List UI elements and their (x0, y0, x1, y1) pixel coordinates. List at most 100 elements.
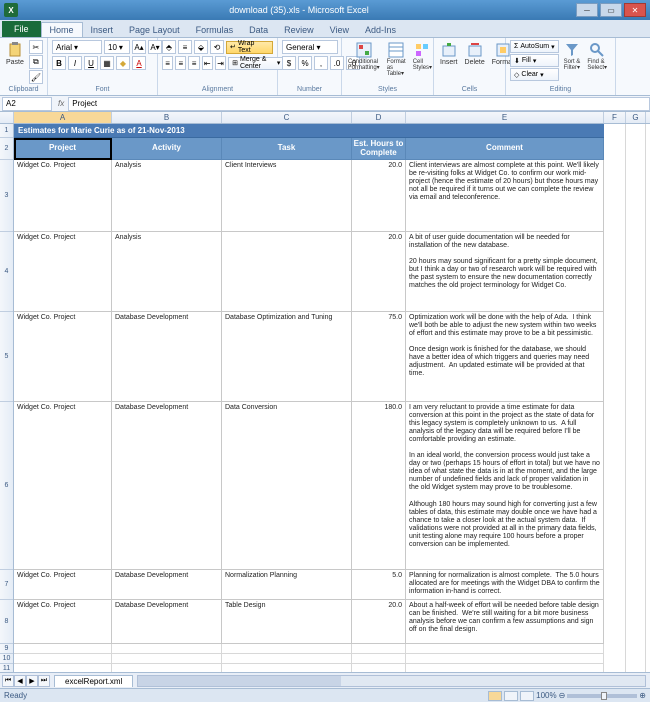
table-cell[interactable]: Widget Co. Project (14, 160, 112, 232)
table-cell[interactable]: Client Interviews (222, 160, 352, 232)
currency-button[interactable]: $ (282, 56, 296, 70)
normal-view-button[interactable] (488, 691, 502, 701)
col-header-d[interactable]: D (352, 112, 406, 123)
table-row[interactable]: Widget Co. ProjectDatabase DevelopmentDa… (14, 312, 604, 402)
col-header-c[interactable]: C (222, 112, 352, 123)
format-as-table-button[interactable]: Formatas Table▾ (385, 40, 408, 79)
tab-home[interactable]: Home (41, 22, 83, 37)
cut-button[interactable]: ✂ (29, 40, 43, 54)
col-header-g[interactable]: G (626, 112, 646, 123)
table-row[interactable]: Widget Co. ProjectAnalysis 20.0A bit of u… (14, 232, 604, 312)
cell-styles-button[interactable]: CellStyles▾ (411, 40, 434, 73)
row-header[interactable]: 5 (0, 312, 13, 402)
sort-filter-button[interactable]: Sort &Filter▾ (562, 40, 583, 73)
table-cell[interactable]: Database Optimization and Tuning (222, 312, 352, 402)
col-header-a[interactable]: A (14, 112, 112, 123)
font-color-button[interactable]: A (132, 56, 146, 70)
table-cell[interactable]: 5.0 (352, 570, 406, 600)
table-cell[interactable]: 20.0 (352, 232, 406, 312)
table-cell[interactable]: 20.0 (352, 600, 406, 644)
table-cell[interactable]: Client interviews are almost complete at… (406, 160, 604, 232)
align-middle-button[interactable]: ≡ (178, 40, 192, 54)
table-cell[interactable]: Database Development (112, 570, 222, 600)
font-size-dropdown[interactable]: 10▾ (104, 40, 130, 54)
table-cell[interactable]: 20.0 (352, 160, 406, 232)
table-cell[interactable]: Optimization work will be done with the … (406, 312, 604, 402)
tab-view[interactable]: View (322, 23, 357, 37)
fill-color-button[interactable]: ◆ (116, 56, 130, 70)
conditional-formatting-button[interactable]: ConditionalFormatting▾ (346, 40, 382, 73)
empty-row[interactable] (14, 654, 604, 664)
table-cell[interactable]: Data Conversion (222, 402, 352, 570)
clear-button[interactable]: ◇ Clear ▾ (510, 68, 559, 81)
tab-nav-first[interactable]: ⏮ (2, 675, 14, 687)
minimize-button[interactable]: ─ (576, 3, 598, 17)
table-cell[interactable]: Analysis (112, 160, 222, 232)
find-select-button[interactable]: Find &Select▾ (585, 40, 609, 73)
font-name-dropdown[interactable]: Arial▾ (52, 40, 102, 54)
table-cell[interactable]: 180.0 (352, 402, 406, 570)
row-header[interactable]: 3 (0, 160, 13, 232)
zoom-slider[interactable] (567, 694, 637, 698)
align-left-button[interactable]: ≡ (162, 56, 173, 70)
table-cell[interactable]: 75.0 (352, 312, 406, 402)
percent-button[interactable]: % (298, 56, 312, 70)
sheet-tab[interactable]: excelReport.xml (54, 675, 133, 687)
tab-page-layout[interactable]: Page Layout (121, 23, 188, 37)
empty-row[interactable] (14, 644, 604, 654)
align-top-button[interactable]: ⬘ (162, 40, 176, 54)
table-cell[interactable]: Widget Co. Project (14, 312, 112, 402)
formula-input[interactable]: Project (68, 97, 650, 111)
row-header[interactable]: 6 (0, 402, 13, 570)
row-header[interactable]: 9 (0, 644, 13, 654)
table-cell[interactable]: Database Development (112, 600, 222, 644)
table-cell[interactable]: Widget Co. Project (14, 570, 112, 600)
number-format-dropdown[interactable]: General▾ (282, 40, 338, 54)
horizontal-scrollbar[interactable] (137, 675, 646, 687)
table-cell[interactable]: Analysis (112, 232, 222, 312)
table-row[interactable]: Widget Co. ProjectAnalysisClient Intervi… (14, 160, 604, 232)
table-row[interactable]: Widget Co. ProjectDatabase DevelopmentNo… (14, 570, 604, 600)
table-cell[interactable] (222, 232, 352, 312)
table-cell[interactable]: Widget Co. Project (14, 232, 112, 312)
row-header[interactable]: 10 (0, 654, 13, 664)
row-header[interactable]: 7 (0, 570, 13, 600)
row-header[interactable]: 8 (0, 600, 13, 644)
tab-data[interactable]: Data (241, 23, 276, 37)
empty-row[interactable] (14, 664, 604, 672)
align-right-button[interactable]: ≡ (188, 56, 199, 70)
row-header[interactable]: 2 (0, 138, 13, 160)
autosum-button[interactable]: Σ AutoSum ▾ (510, 40, 559, 53)
tab-nav-next[interactable]: ▶ (26, 675, 38, 687)
col-header-f[interactable]: F (604, 112, 626, 123)
tab-addins[interactable]: Add-Ins (357, 23, 404, 37)
merge-center-button[interactable]: ⊞ Merge & Center ▾ (228, 57, 284, 70)
table-cell[interactable]: I am very reluctant to provide a time es… (406, 402, 604, 570)
row-header[interactable]: 11 (0, 664, 13, 672)
page-layout-view-button[interactable] (504, 691, 518, 701)
tab-nav-prev[interactable]: ◀ (14, 675, 26, 687)
tab-nav-last[interactable]: ⏭ (38, 675, 50, 687)
format-painter-button[interactable]: 🖌 (29, 70, 43, 84)
tab-file[interactable]: File (2, 21, 41, 37)
row-header[interactable]: 1 (0, 124, 13, 138)
page-break-view-button[interactable] (520, 691, 534, 701)
wrap-text-button[interactable]: ↵ Wrap Text (226, 41, 273, 54)
fill-button[interactable]: ⬇ Fill ▾ (510, 54, 559, 67)
indent-inc-button[interactable]: ⇥ (215, 56, 226, 70)
zoom-out-button[interactable]: ⊖ (559, 691, 566, 700)
col-header-e[interactable]: E (406, 112, 604, 123)
col-header-b[interactable]: B (112, 112, 222, 123)
table-cell[interactable]: Planning for normalization is almost com… (406, 570, 604, 600)
table-row[interactable]: Widget Co. ProjectDatabase DevelopmentTa… (14, 600, 604, 644)
tab-formulas[interactable]: Formulas (188, 23, 242, 37)
copy-button[interactable]: ⧉ (29, 55, 43, 69)
indent-dec-button[interactable]: ⇤ (202, 56, 213, 70)
border-button[interactable]: ▦ (100, 56, 114, 70)
delete-cells-button[interactable]: Delete (463, 40, 487, 68)
align-center-button[interactable]: ≡ (175, 56, 186, 70)
table-cell[interactable]: Widget Co. Project (14, 600, 112, 644)
row-header[interactable]: 4 (0, 232, 13, 312)
table-cell[interactable]: A bit of user guide documentation will b… (406, 232, 604, 312)
table-cell[interactable]: About a half-week of effort will be need… (406, 600, 604, 644)
